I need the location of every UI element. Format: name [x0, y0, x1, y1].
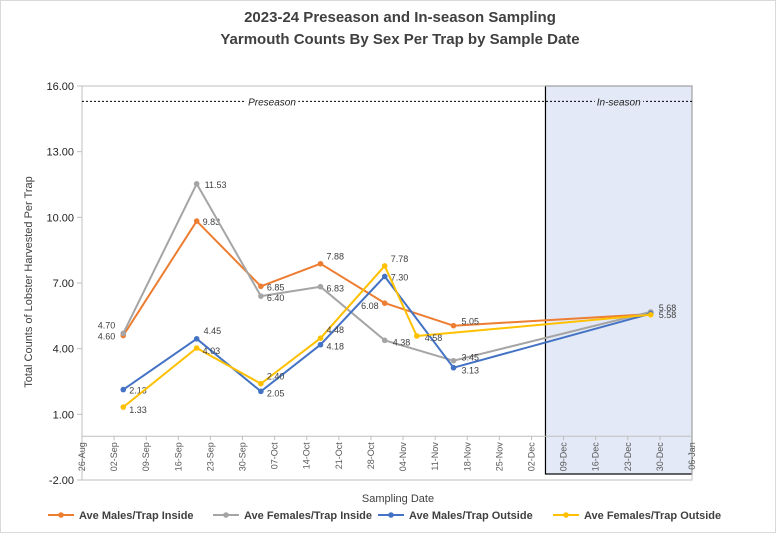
x-axis-label: Sampling Date: [362, 493, 434, 505]
x-tick-label: 28-Oct: [366, 442, 376, 470]
plot-area: -2.00 1.00 4.00 7.00 10.00 13.00 16.00 26-Aug 02…: [46, 81, 697, 487]
chart-title-line-1: 2023-24 Preseason and In-season Sampling: [244, 9, 556, 26]
data-label: 7.78: [391, 254, 409, 264]
data-point: [414, 333, 420, 339]
data-label: 6.85: [267, 282, 285, 292]
y-tick-label: 10.00: [46, 212, 74, 224]
data-label: 5.68: [659, 303, 677, 313]
x-tick-label: 02-Dec: [526, 442, 536, 472]
data-point: [193, 181, 200, 187]
data-label: 5.58: [659, 310, 677, 320]
data-point: [381, 273, 388, 280]
data-point: [317, 341, 324, 348]
data-point: [381, 300, 388, 306]
x-tick-label: 21-Oct: [334, 442, 344, 470]
legend-marker-4: [563, 512, 569, 518]
data-label: 4.48: [326, 325, 344, 335]
x-tick-label: 02-Sep: [109, 442, 119, 471]
x-tick-label: 11-Nov: [430, 442, 440, 471]
data-point: [317, 283, 324, 290]
data-label: 3.45: [462, 353, 480, 363]
data-label: 1.33: [129, 405, 147, 415]
x-tick-label: 09-Dec: [559, 442, 569, 472]
y-tick-label: 1.00: [53, 409, 74, 421]
data-point: [193, 345, 200, 351]
data-label: 4.70: [98, 320, 116, 330]
x-tick-label: 07-Oct: [270, 442, 280, 470]
data-point: [450, 357, 457, 364]
in-season-label: In-season: [597, 97, 641, 108]
region-label-background: [594, 97, 644, 109]
x-tick-label: 30-Sep: [238, 442, 248, 471]
data-label: 6.83: [326, 284, 344, 294]
legend-marker-2: [223, 512, 229, 518]
data-point: [193, 218, 200, 224]
data-label: 2.40: [267, 372, 285, 382]
x-tick-label: 16-Dec: [591, 442, 601, 472]
data-point: [120, 386, 127, 393]
data-point: [450, 322, 457, 329]
data-label: 2.05: [267, 388, 285, 398]
x-tick-label: 04-Nov: [398, 442, 408, 472]
data-label: 7.88: [326, 252, 344, 262]
legend-label-4: Ave Females/Trap Outside: [584, 510, 721, 522]
legend: Ave Males/Trap Inside Ave Females/Trap In…: [48, 510, 721, 522]
data-label: 11.53: [205, 180, 227, 190]
data-label: 4.58: [425, 333, 443, 343]
x-tick-label: 16-Sep: [173, 442, 183, 471]
x-tick-label: 06-Jan: [687, 442, 697, 470]
y-tick-label: 7.00: [53, 278, 74, 290]
x-tick-label: 30-Dec: [655, 442, 665, 472]
legend-label-1: Ave Males/Trap Inside: [79, 510, 194, 522]
legend-marker-3: [388, 512, 394, 518]
x-tick-label: 25-Nov: [494, 442, 504, 472]
data-label: 5.05: [462, 317, 480, 327]
data-point: [258, 283, 264, 290]
y-tick-label: 16.00: [46, 81, 74, 93]
legend-marker-1: [58, 512, 64, 518]
x-tick-label: 18-Nov: [462, 442, 472, 472]
data-point: [258, 388, 264, 395]
y-tick-label: 4.00: [53, 344, 74, 356]
data-label: 6.40: [267, 293, 285, 303]
data-point: [120, 330, 127, 337]
data-point: [258, 293, 264, 299]
data-point: [120, 404, 127, 410]
x-tick-label: 23-Dec: [623, 442, 633, 472]
x-tick-label: 26-Aug: [77, 442, 87, 471]
data-label: 7.30: [391, 272, 409, 282]
data-point: [450, 364, 457, 371]
legend-label-2: Ave Females/Trap Inside: [244, 510, 372, 522]
data-label: 4.38: [393, 337, 411, 347]
data-label: 4.18: [326, 342, 344, 352]
data-label: 6.08: [361, 301, 379, 311]
y-axis-label: Total Counts of Lobster Harvested Per Tr…: [23, 176, 35, 388]
data-point: [317, 260, 324, 267]
data-label: 9.83: [203, 217, 221, 227]
x-tick-label: 14-Oct: [302, 442, 312, 470]
legend-label-3: Ave Males/Trap Outside: [409, 510, 533, 522]
data-point: [647, 311, 654, 318]
x-tick-label: 09-Sep: [141, 442, 151, 471]
in-season-region: [544, 85, 693, 475]
data-label: 3.13: [462, 366, 480, 376]
chart-title-line-2: Yarmouth Counts By Sex Per Trap by Sampl…: [220, 31, 579, 48]
data-point: [381, 263, 388, 269]
y-tick-label: 13.00: [46, 147, 74, 159]
region-label-background: [246, 97, 299, 109]
data-label: 4.45: [204, 326, 222, 336]
data-label: 4.03: [203, 346, 221, 356]
data-point: [193, 336, 200, 342]
data-label: 2.13: [129, 386, 147, 396]
y-tick-label: -2.00: [49, 475, 74, 487]
x-tick-label: 23-Sep: [205, 442, 215, 471]
data-label: 4.60: [98, 332, 116, 342]
data-point: [317, 335, 324, 341]
data-point: [258, 380, 264, 387]
preseason-label: Preseason: [248, 97, 296, 108]
data-point: [381, 337, 388, 344]
